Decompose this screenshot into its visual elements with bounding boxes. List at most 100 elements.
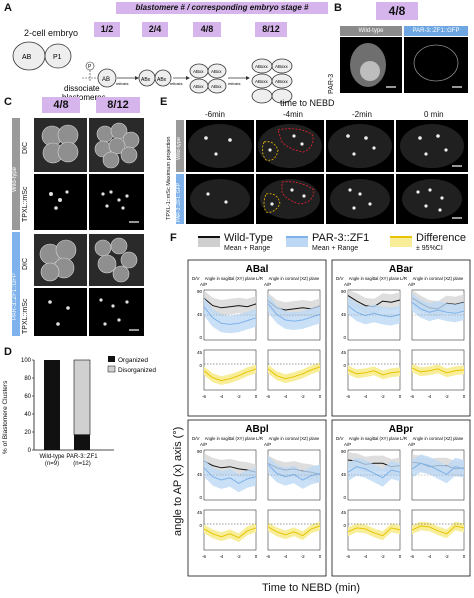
panel-c-tpxl-wt-8 <box>89 174 144 230</box>
panel-b-col-mut: PAR-3::ZF1::GFP <box>404 26 468 36</box>
panel-a-header: blastomere # / corresponding embryo stag… <box>116 2 328 14</box>
panel-c-row-label-1: DIC <box>22 141 29 154</box>
f-mutant-line <box>411 462 465 476</box>
panel-c-mut-group-bar: PAR-3::ZF1::GFP <box>12 232 20 336</box>
f-diff-line <box>347 527 401 537</box>
d-bar-n: (n=9) <box>45 461 59 467</box>
f-axis-tag: L/R <box>400 436 408 441</box>
d-ytick-label: 60 <box>24 394 31 400</box>
f-axis-tag: A/P <box>200 442 207 447</box>
f-ytick-label: 90 <box>197 449 203 454</box>
f-wildtype-band <box>204 290 256 316</box>
f-xtick-label: 0 <box>255 394 258 399</box>
f-xtick-label: -4 <box>219 394 223 399</box>
f-plane-label: Angle in sagittal (XY) plane <box>349 436 400 441</box>
d-ytick-label: 40 <box>24 412 31 418</box>
panel-c-row-label-2: TPXL::mSc <box>22 186 29 222</box>
legend-diff-name: Difference <box>416 232 466 244</box>
panel-e-wt-t2 <box>326 120 394 172</box>
f-xtick-label: -6 <box>346 394 350 399</box>
stage-pill-4: 8/12 <box>255 22 287 37</box>
f-axis-tag: A/P <box>408 442 415 447</box>
panel-e-time-2: -2min <box>352 110 373 119</box>
d-bar-organized <box>74 434 90 450</box>
f-mutant-line <box>203 467 257 484</box>
f-xtick-label: -2 <box>445 394 449 399</box>
f-mutant-band <box>412 454 464 484</box>
panel-e-mut-t3 <box>396 174 468 224</box>
svg-text:ABxxx: ABxxx <box>255 64 269 69</box>
svg-text:ABxx: ABxx <box>193 69 204 74</box>
f-mutant-line <box>347 466 401 479</box>
f-diff-band <box>348 365 400 380</box>
f-axis-tag: D/V <box>336 436 344 441</box>
f-ytick-label: 0 <box>199 495 202 500</box>
f-diff-line <box>203 527 257 539</box>
panel-b-col-wt: Wild-type <box>340 26 402 36</box>
f-ytick-label: 45 <box>197 472 203 477</box>
f-ytick-label: 45 <box>341 472 347 477</box>
f-axis-tag: A/P <box>344 442 351 447</box>
svg-text:ABxx: ABxx <box>193 84 204 89</box>
panel-c-dic-wt-8 <box>89 118 144 172</box>
svg-text:mitosis: mitosis <box>228 81 240 86</box>
f-ytick-label: 0 <box>343 363 346 368</box>
f-xtick-label: -6 <box>266 554 270 559</box>
f-ytick-label: 0 <box>343 523 346 528</box>
d-bar-organized <box>44 360 60 450</box>
d-bar-n: (n=12) <box>73 461 91 467</box>
f-plane-label: Angle in sagittal (XY) plane <box>349 276 400 281</box>
f-diff-band <box>348 523 400 541</box>
legend-mut-swatch <box>286 236 308 247</box>
svg-text:ABxxx: ABxxx <box>255 79 269 84</box>
d-legend-organized-swatch <box>108 356 115 362</box>
panel-b-image-wt <box>340 37 402 93</box>
d-bar-disorganized <box>73 359 91 435</box>
f-plane-label: Angle in coronal (XZ) plane <box>413 276 464 281</box>
legend-mut-sub: Mean + Range <box>312 245 359 252</box>
f-mutant-band <box>268 294 320 330</box>
p-label: P <box>88 64 92 70</box>
panel-c-wt-group-bar: Wild-type <box>12 118 20 230</box>
f-ytick-label: 45 <box>197 350 203 355</box>
panel-c-letter: C <box>4 96 12 108</box>
f-ytick-label: 45 <box>341 510 347 515</box>
svg-text:ABxxx: ABxxx <box>275 79 289 84</box>
d-legend-organized: Organized <box>118 357 148 364</box>
f-ytick-label: 0 <box>343 335 346 340</box>
f-panel-box <box>331 419 471 577</box>
f-xtick-label: -2 <box>237 394 241 399</box>
f-xtick-label: -4 <box>427 394 431 399</box>
f-diff-band <box>412 521 464 539</box>
panel-d-letter: D <box>4 346 12 358</box>
f-xtick-label: 0 <box>463 394 466 399</box>
svg-text:mitosis: mitosis <box>170 81 182 86</box>
panel-e-mut-t0 <box>186 174 254 224</box>
cell-p1-label: P1 <box>53 54 62 61</box>
f-diff-line <box>203 368 257 382</box>
f-plane-label: Angle in coronal (XZ) plane <box>413 436 464 441</box>
legend-diff-swatch <box>390 236 412 247</box>
panel-e-mut-t1 <box>256 174 324 224</box>
f-diff-band <box>204 364 256 385</box>
svg-text:AB: AB <box>102 77 110 83</box>
panel-e-time-0: -6min <box>205 110 226 119</box>
f-xtick-label: 0 <box>463 554 466 559</box>
panel-c-dic-mut-4 <box>34 234 87 286</box>
f-diff-line <box>411 367 465 374</box>
f-axis-tag: L/R <box>256 436 264 441</box>
f-xtick-label: -4 <box>363 554 367 559</box>
f-xtick-label: -6 <box>266 394 270 399</box>
f-xtick-label: 0 <box>319 394 322 399</box>
panel-e-wt-t1 <box>256 120 324 172</box>
f-panel-box <box>331 259 471 417</box>
f-ytick-label: 45 <box>341 350 347 355</box>
panel-e-time-3: 0 min <box>424 110 444 119</box>
f-xtick-label: -6 <box>410 554 414 559</box>
f-plane-label: Angle in coronal (XZ) plane <box>269 436 320 441</box>
f-axis-tag: A/P <box>264 282 271 287</box>
cell-ab-label: AB <box>22 54 32 61</box>
panel-e-mut-bar: PAR-3::ZF1::GFP <box>176 174 184 224</box>
